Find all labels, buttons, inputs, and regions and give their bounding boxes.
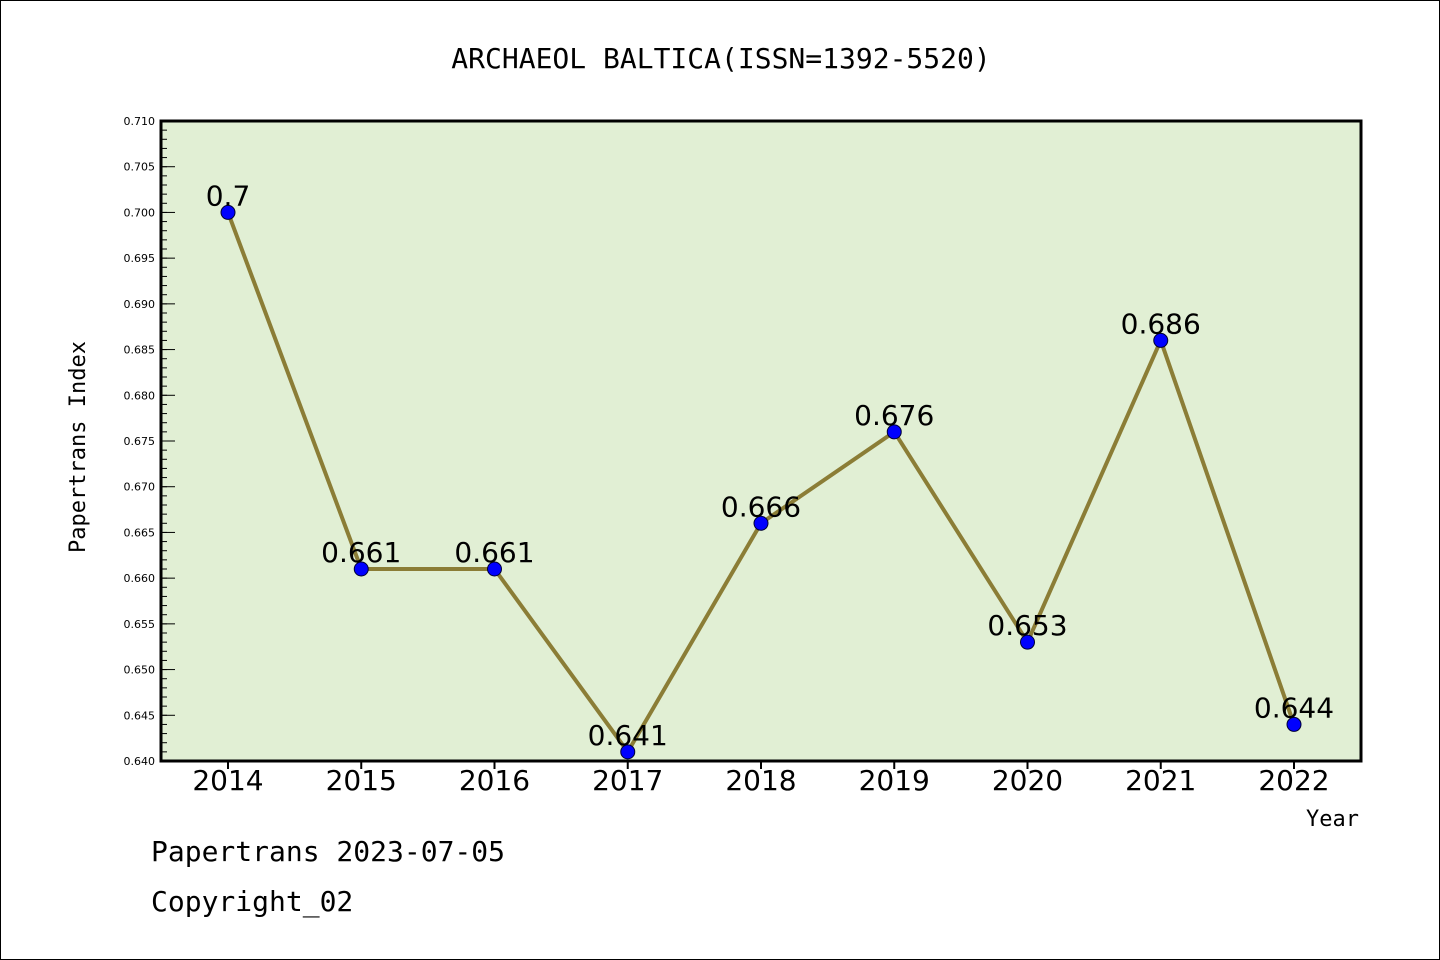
x-tick-label: 2019: [859, 764, 930, 797]
data-point-marker: [1020, 634, 1035, 650]
y-tick-label: 0.700: [124, 206, 156, 219]
data-label: 0.7: [206, 179, 251, 212]
y-tick-label: 0.685: [124, 344, 156, 357]
data-label: 0.641: [588, 719, 668, 752]
footer-date: Papertrans 2023-07-05: [151, 835, 506, 868]
x-tick-label: 2015: [326, 764, 397, 797]
data-point-marker: [353, 561, 369, 577]
data-point-marker: [487, 561, 502, 577]
x-axis-label: Year: [1306, 807, 1359, 832]
y-tick-label: 0.695: [124, 252, 156, 265]
y-axis-label: Papertrans Index: [66, 341, 91, 553]
y-tick-label: 0.710: [124, 115, 156, 128]
y-tick-label: 0.650: [124, 664, 156, 677]
x-tick-label: 2016: [459, 764, 530, 797]
data-point-marker: [753, 515, 769, 531]
y-tick-label: 0.655: [124, 618, 156, 631]
y-tick-label: 0.665: [124, 526, 156, 539]
data-labels: 0.7 0.661 0.661 0.641 0.666 0.676 0.653 0.686 0.…: [206, 179, 1334, 751]
data-point-marker: [220, 204, 236, 220]
y-tick-label: 0.660: [124, 572, 156, 585]
data-point-marker: [1286, 716, 1302, 732]
data-point-marker: [886, 424, 902, 440]
x-tick-label: 2017: [592, 764, 663, 797]
x-tick-label: 2018: [725, 764, 796, 797]
data-label: 0.661: [321, 536, 401, 569]
x-tick-label: 2014: [192, 764, 263, 797]
x-tick-label: 2022: [1258, 764, 1329, 797]
y-tick-label: 0.645: [124, 709, 156, 722]
x-axis: 2014 2015 2016 2017 2018 2019 2020 2021 2022: [192, 761, 1330, 797]
data-point-marker: [620, 744, 636, 760]
y-tick-label: 0.705: [124, 161, 156, 174]
footer-copyright: Copyright_02: [151, 885, 354, 918]
data-label: 0.666: [721, 490, 801, 523]
data-label: 0.676: [854, 399, 934, 432]
x-tick-label: 2021: [1125, 764, 1196, 797]
y-tick-label: 0.670: [124, 481, 156, 494]
data-label: 0.661: [454, 536, 534, 569]
y-tick-label: 0.680: [124, 389, 156, 402]
y-axis: 0.640 0.645 0.650 0.655 0.660 0.665 0.670 0.675…: [124, 115, 175, 768]
y-tick-label: 0.675: [124, 435, 156, 448]
data-markers: [220, 204, 1302, 760]
y-tick-label: 0.640: [124, 755, 156, 768]
plot-border: [159, 119, 1363, 763]
data-label: 0.653: [987, 609, 1067, 642]
plot-area: [161, 121, 1361, 761]
chart-title: ARCHAEOL BALTICA(ISSN=1392-5520): [451, 42, 990, 75]
data-label: 0.686: [1121, 307, 1201, 340]
y-tick-label: 0.690: [124, 298, 156, 311]
data-point-marker: [1153, 332, 1169, 348]
x-tick-label: 2020: [992, 764, 1063, 797]
data-label: 0.644: [1254, 691, 1334, 724]
